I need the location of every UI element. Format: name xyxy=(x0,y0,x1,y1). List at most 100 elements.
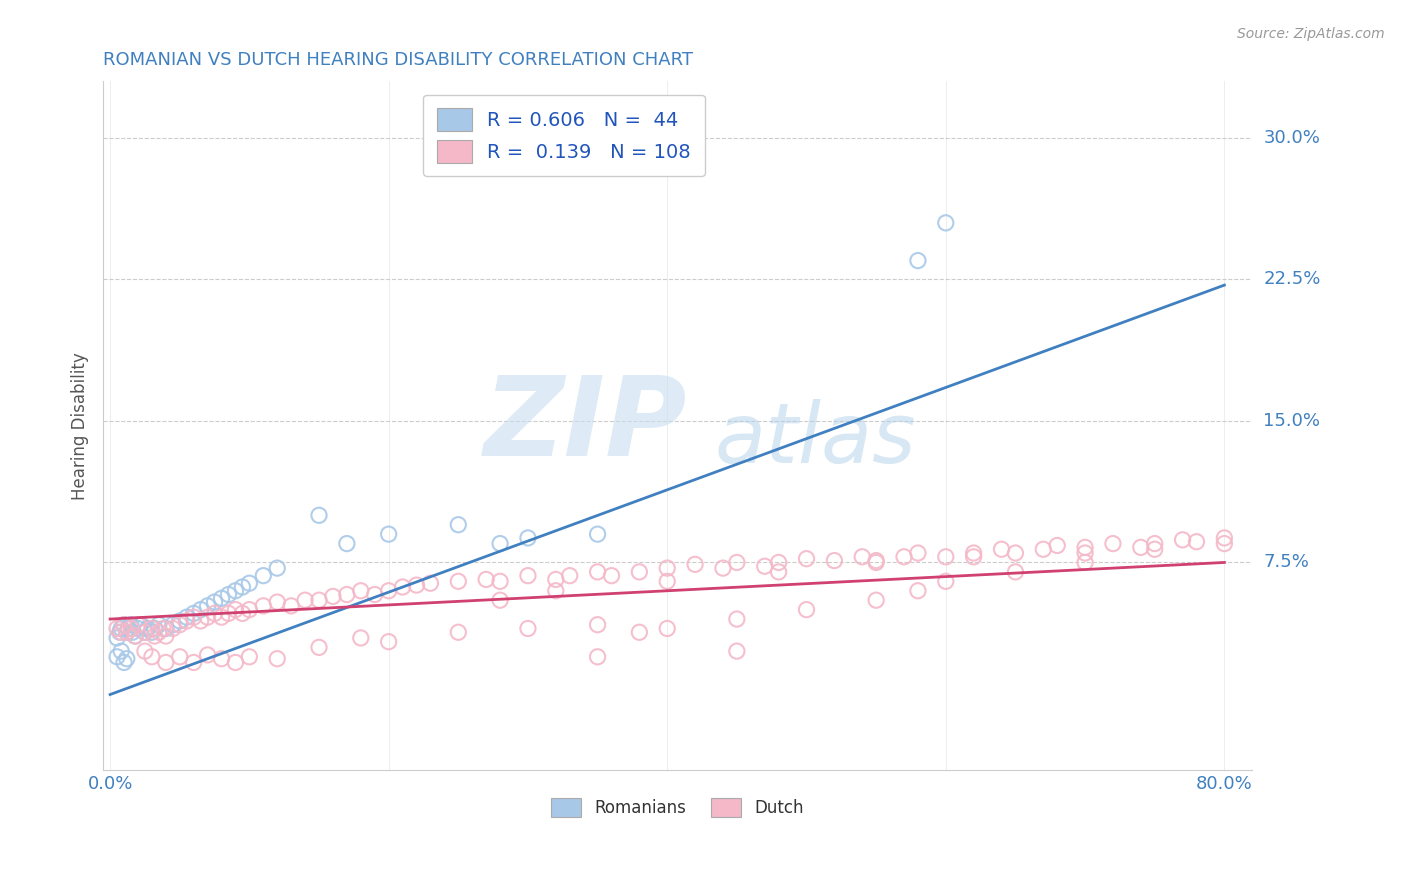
Point xyxy=(155,656,177,670)
Point xyxy=(823,553,845,567)
Point xyxy=(935,574,957,589)
Point xyxy=(725,556,748,570)
Point xyxy=(152,622,174,636)
Point xyxy=(294,593,316,607)
Point xyxy=(1143,536,1166,550)
Point xyxy=(105,631,128,645)
Point xyxy=(127,622,149,636)
Point xyxy=(489,536,512,550)
Point xyxy=(224,656,246,670)
Point xyxy=(141,622,163,636)
Point xyxy=(657,574,679,589)
Point xyxy=(183,607,205,621)
Point xyxy=(657,622,679,636)
Point xyxy=(1074,556,1097,570)
Point xyxy=(377,527,399,541)
Point xyxy=(350,631,373,645)
Point xyxy=(120,617,142,632)
Point xyxy=(169,649,191,664)
Point xyxy=(115,625,138,640)
Point xyxy=(657,561,679,575)
Point xyxy=(586,527,609,541)
Point xyxy=(865,556,887,570)
Point xyxy=(105,649,128,664)
Point xyxy=(141,649,163,664)
Point xyxy=(266,561,288,575)
Point xyxy=(183,656,205,670)
Point xyxy=(600,568,623,582)
Point xyxy=(117,622,139,636)
Point xyxy=(1143,542,1166,557)
Point xyxy=(112,617,135,632)
Y-axis label: Hearing Disability: Hearing Disability xyxy=(72,351,89,500)
Point xyxy=(336,588,359,602)
Point xyxy=(364,588,387,602)
Point xyxy=(183,610,205,624)
Point xyxy=(120,622,142,636)
Legend: Romanians, Dutch: Romanians, Dutch xyxy=(544,791,811,823)
Point xyxy=(127,617,149,632)
Point xyxy=(1032,542,1054,557)
Point xyxy=(544,583,567,598)
Point xyxy=(218,607,240,621)
Text: ROMANIAN VS DUTCH HEARING DISABILITY CORRELATION CHART: ROMANIAN VS DUTCH HEARING DISABILITY COR… xyxy=(103,51,693,69)
Point xyxy=(711,561,734,575)
Point xyxy=(197,599,219,613)
Point xyxy=(105,622,128,636)
Point xyxy=(204,595,226,609)
Point xyxy=(489,593,512,607)
Point xyxy=(907,583,929,598)
Point xyxy=(129,617,152,632)
Point xyxy=(322,590,344,604)
Point xyxy=(252,568,274,582)
Point xyxy=(350,583,373,598)
Point xyxy=(110,644,132,658)
Point xyxy=(176,614,198,628)
Point xyxy=(935,216,957,230)
Point xyxy=(725,612,748,626)
Point xyxy=(1213,536,1236,550)
Point xyxy=(110,625,132,640)
Point xyxy=(516,568,538,582)
Point xyxy=(586,649,609,664)
Point xyxy=(134,625,156,640)
Text: ZIP: ZIP xyxy=(484,372,688,479)
Point xyxy=(124,629,146,643)
Point xyxy=(796,602,818,616)
Text: 7.5%: 7.5% xyxy=(1264,553,1309,572)
Point xyxy=(628,625,651,640)
Point xyxy=(308,593,330,607)
Point xyxy=(586,565,609,579)
Point xyxy=(224,602,246,616)
Point xyxy=(865,553,887,567)
Point xyxy=(489,574,512,589)
Point xyxy=(558,568,581,582)
Point xyxy=(962,546,984,560)
Point xyxy=(962,549,984,564)
Point xyxy=(110,622,132,636)
Point xyxy=(377,583,399,598)
Point xyxy=(419,576,441,591)
Point xyxy=(231,607,253,621)
Point xyxy=(725,644,748,658)
Point xyxy=(143,629,166,643)
Text: Source: ZipAtlas.com: Source: ZipAtlas.com xyxy=(1237,27,1385,41)
Point xyxy=(155,622,177,636)
Point xyxy=(238,576,260,591)
Point xyxy=(211,591,233,606)
Point xyxy=(1074,546,1097,560)
Point xyxy=(754,559,776,574)
Point xyxy=(516,622,538,636)
Point xyxy=(112,656,135,670)
Point xyxy=(768,565,790,579)
Point xyxy=(935,549,957,564)
Point xyxy=(907,546,929,560)
Point xyxy=(169,617,191,632)
Point xyxy=(1129,541,1152,555)
Point xyxy=(893,549,915,564)
Point xyxy=(865,593,887,607)
Point xyxy=(155,629,177,643)
Point xyxy=(197,610,219,624)
Point xyxy=(1213,531,1236,545)
Point xyxy=(108,625,131,640)
